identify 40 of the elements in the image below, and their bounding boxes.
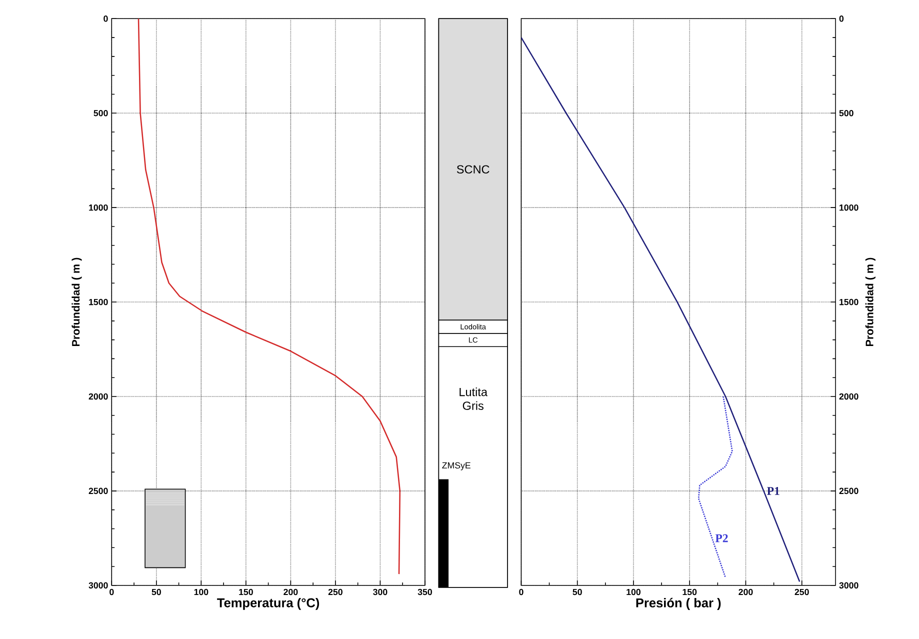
x-tick-label: 50 bbox=[152, 588, 161, 595]
y-tick-label: 2500 bbox=[88, 488, 108, 494]
y-tick-label: 500 bbox=[839, 110, 854, 116]
line-series bbox=[138, 18, 401, 574]
x-tick-label: 200 bbox=[738, 588, 753, 595]
y-tick-label: 1500 bbox=[89, 298, 108, 305]
y-tick-label: 3000 bbox=[839, 582, 858, 588]
series-label: Lutita Gris bbox=[460, 387, 488, 410]
x-tick-label: 0 bbox=[110, 588, 114, 595]
y-tick-label: 2500 bbox=[839, 488, 858, 494]
series-label: P2 bbox=[715, 534, 728, 542]
x-tick-label: 250 bbox=[794, 588, 809, 595]
y-axis-title: Profundidad ( m ) bbox=[865, 258, 876, 346]
y-tick-label: 2000 bbox=[88, 393, 108, 400]
y-tick-label: 500 bbox=[94, 110, 108, 116]
x-tick-label: 150 bbox=[682, 588, 697, 595]
band-label: ZMSyE bbox=[442, 462, 470, 470]
line-series bbox=[698, 396, 733, 578]
x-tick-label: 350 bbox=[418, 588, 432, 595]
x-tick-label: 200 bbox=[284, 588, 298, 595]
x-axis-title: Presión ( bar ) bbox=[636, 598, 721, 610]
y-tick-label: 1500 bbox=[840, 298, 858, 305]
y-tick-label: 2000 bbox=[839, 393, 858, 400]
series-label: P1 bbox=[767, 486, 780, 495]
x-axis-title: Temperatura (°C) bbox=[217, 598, 320, 610]
y-tick-label: 1000 bbox=[89, 204, 108, 211]
series-label: SCNC bbox=[456, 164, 490, 174]
y-axis-title: Profundidad ( m ) bbox=[72, 258, 82, 346]
y-tick-label: 0 bbox=[839, 15, 844, 22]
x-tick-label: 150 bbox=[239, 588, 253, 595]
x-tick-label: 50 bbox=[572, 588, 582, 595]
y-tick-label: 1000 bbox=[840, 204, 858, 211]
x-tick-label: 100 bbox=[626, 588, 640, 595]
x-tick-label: 0 bbox=[519, 588, 524, 595]
y-tick-label: 3000 bbox=[88, 582, 108, 588]
x-tick-label: 100 bbox=[194, 588, 208, 595]
x-tick-label: 300 bbox=[373, 588, 388, 595]
y-tick-label: 0 bbox=[104, 15, 108, 22]
x-tick-label: 250 bbox=[328, 588, 342, 595]
line-series bbox=[521, 36, 800, 582]
